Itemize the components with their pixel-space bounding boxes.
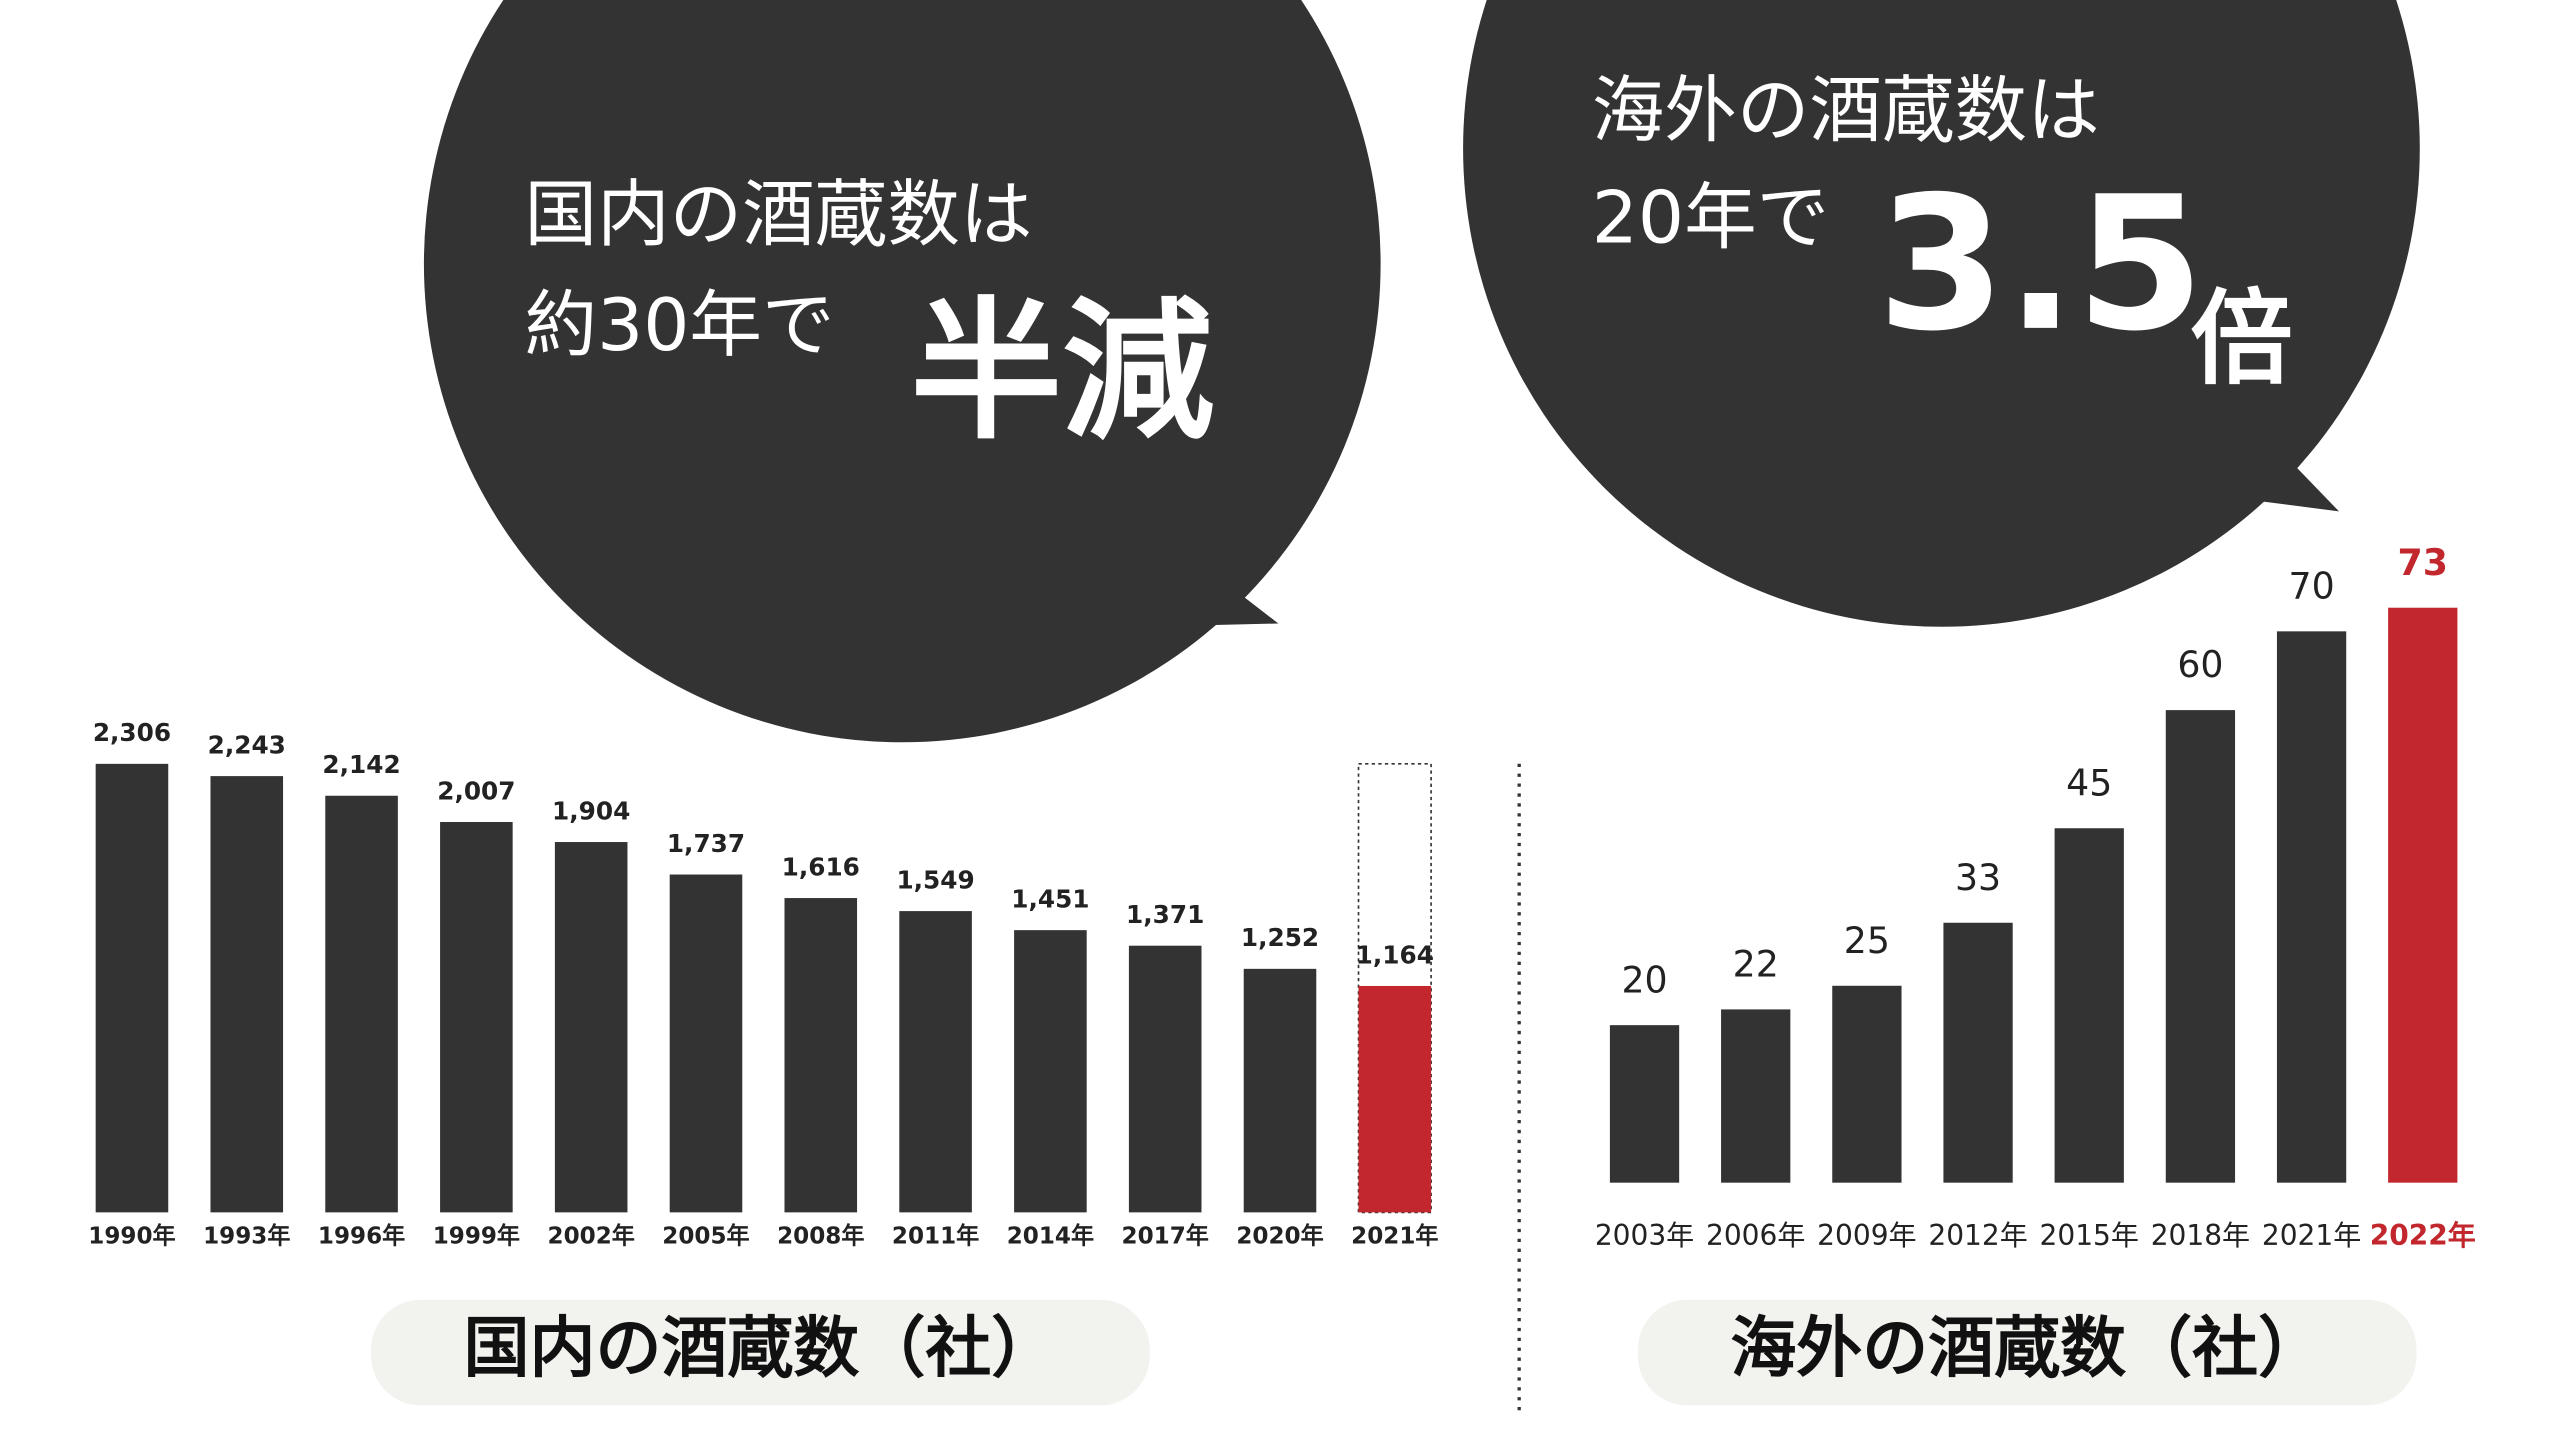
x-tick-label: 1999年 [433, 1223, 520, 1250]
x-tick-label: 2011年 [892, 1223, 979, 1250]
x-tick-label: 2002年 [548, 1223, 635, 1250]
x-tick-label: 2005年 [662, 1223, 749, 1250]
x-tick-label: 1990年 [88, 1223, 175, 1250]
value-label: 2,142 [322, 750, 400, 779]
x-tick-label: 2022年 [2370, 1219, 2476, 1252]
value-label: 1,737 [667, 829, 745, 858]
bar [2054, 828, 2124, 1183]
bar [95, 763, 169, 1213]
bar [1721, 1009, 1791, 1183]
bar [784, 898, 858, 1213]
bar [1609, 1025, 1680, 1183]
bar [899, 911, 972, 1213]
value-label: 33 [1955, 856, 2001, 899]
bar [210, 776, 284, 1213]
x-tick-label: 2015年 [2040, 1219, 2139, 1252]
value-label: 1,164 [1356, 940, 1434, 969]
value-label: 1,451 [1011, 884, 1089, 913]
value-label: 1,904 [552, 796, 630, 825]
emphasis: 3.5 [1877, 157, 2204, 372]
bar [325, 795, 398, 1213]
emphasis-suffix: 倍 [2191, 280, 2293, 399]
x-tick-label: 2012年 [1928, 1219, 2027, 1252]
x-tick-label: 2021年 [2262, 1219, 2361, 1252]
value-label: 1,549 [896, 865, 974, 894]
value-label: 2,306 [93, 718, 171, 747]
x-tick-label: 2003年 [1595, 1219, 1694, 1252]
value-label: 2,007 [437, 776, 515, 805]
x-tick-label: 2006年 [1706, 1219, 1805, 1252]
value-label: 70 [2289, 564, 2335, 607]
value-label: 45 [2066, 761, 2112, 804]
x-tick-label: 2017年 [1122, 1223, 1209, 1250]
x-tick-label: 2009年 [1817, 1219, 1916, 1252]
value-label: 20 [1621, 958, 1667, 1001]
x-tick-label: 2020年 [1236, 1223, 1323, 1250]
value-label: 60 [2177, 643, 2223, 686]
bar [1943, 922, 2013, 1183]
x-tick-label: 2018年 [2151, 1219, 2250, 1252]
bar [1014, 930, 1087, 1213]
headline: 約30年で [525, 284, 835, 368]
headline: 海外の酒蔵数は [1592, 69, 2100, 153]
value-label: 1,616 [782, 852, 860, 881]
bar [669, 874, 743, 1213]
value-label: 22 [1733, 943, 1779, 986]
bar [2165, 710, 2236, 1183]
bar [440, 822, 513, 1213]
headline: 20年で [1592, 177, 1829, 261]
value-label: 2,243 [208, 730, 286, 759]
chart-title: 海外の酒蔵数（社） [1730, 1310, 2324, 1387]
label-pill [1637, 1299, 2417, 1406]
x-tick-label: 1993年 [203, 1223, 290, 1250]
bar [1128, 945, 1202, 1213]
chart-title: 国内の酒蔵数（社） [464, 1310, 1058, 1387]
bar [1243, 968, 1317, 1213]
value-label: 1,371 [1126, 900, 1204, 929]
label-pill [371, 1299, 1150, 1406]
x-tick-label: 1996年 [318, 1223, 405, 1250]
value-label: 73 [2398, 541, 2448, 584]
bubble-domestic [424, 0, 1381, 743]
emphasis: 半減 [911, 283, 1215, 460]
bar [1358, 985, 1432, 1213]
x-tick-label: 2021年 [1351, 1223, 1438, 1250]
value-label: 25 [1844, 919, 1890, 962]
headline: 国内の酒蔵数は [525, 173, 1033, 257]
x-tick-label: 2008年 [777, 1223, 864, 1250]
bar [554, 842, 628, 1213]
bar [1832, 985, 1902, 1183]
value-label: 1,252 [1241, 923, 1319, 952]
x-tick-label: 2014年 [1007, 1223, 1094, 1250]
bar [2276, 631, 2347, 1183]
bubble-overseas [1463, 0, 2420, 627]
bar [2388, 607, 2458, 1183]
